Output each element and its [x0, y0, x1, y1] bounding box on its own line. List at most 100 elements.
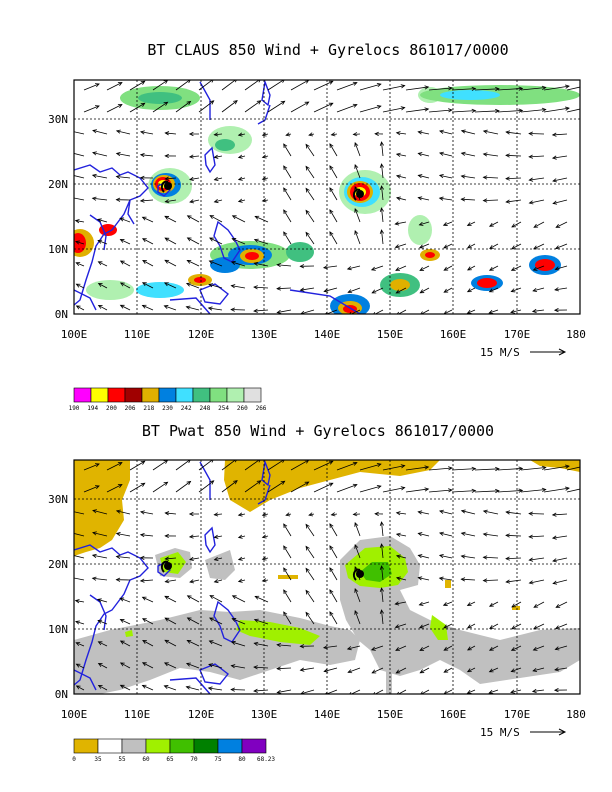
wind-vector-head: [466, 689, 472, 694]
wind-vector: [461, 152, 476, 157]
wind-vector: [381, 208, 384, 223]
wind-vector: [83, 83, 100, 91]
wind-vector: [382, 85, 405, 91]
wind-vector: [419, 623, 430, 629]
wind-vector-head: [213, 132, 219, 137]
wind-vector-head: [439, 129, 444, 134]
wind-vector-head: [518, 488, 524, 493]
wind-vector-head: [141, 238, 147, 243]
wind-vector-head: [117, 104, 123, 108]
wind-vector: [329, 611, 338, 625]
wind-vector-head: [186, 617, 192, 622]
wind-vector-head: [588, 463, 592, 466]
wind-vector: [92, 510, 108, 515]
wind-vector: [552, 513, 568, 516]
wind-vector-head: [141, 282, 147, 287]
x-tick: 170E: [504, 328, 531, 341]
wind-vector: [467, 623, 476, 629]
wind-vector-head: [395, 196, 401, 201]
wind-vector-head: [115, 532, 121, 537]
wind-vector-head: [349, 691, 352, 694]
wind-vector: [439, 152, 453, 157]
wind-vector-head: [395, 152, 401, 157]
wind-vector: [529, 579, 545, 584]
wind-vector-head: [379, 565, 384, 570]
wind-vector: [140, 131, 154, 135]
wind-vector: [142, 216, 154, 223]
colorbar-label: 218: [143, 405, 154, 412]
wind-vector-head: [94, 83, 100, 88]
wind-vector-head: [417, 130, 423, 135]
wind-vector-head: [304, 481, 310, 486]
wind-vector: [116, 533, 131, 537]
wind-vector-head: [253, 665, 258, 670]
wind-vector-head: [488, 646, 494, 651]
wind-vector: [164, 237, 177, 245]
wind-vector: [214, 535, 223, 538]
wind-vector-head: [96, 598, 102, 603]
wind-vector: [74, 555, 85, 559]
wind-vector: [232, 595, 246, 603]
wind-vector-head: [352, 132, 358, 137]
wind-vector: [329, 231, 338, 245]
panel1-scale-vector: 15 M/S: [480, 346, 567, 359]
wind-vector: [329, 143, 338, 157]
wind-vector-head: [164, 153, 169, 159]
wind-vector: [418, 577, 430, 581]
wind-vector-head: [70, 532, 74, 535]
wind-vector: [506, 199, 522, 203]
wind-vector: [92, 152, 108, 157]
colorbar-swatch: [217, 738, 243, 754]
wind-vector: [497, 468, 523, 471]
wind-vector-head: [379, 207, 384, 212]
wind-vector: [238, 199, 246, 202]
wind-vector-head: [323, 288, 329, 293]
wind-vector-head: [299, 667, 305, 672]
wind-vector: [120, 304, 131, 311]
wind-vector: [164, 639, 177, 647]
wind-vector: [175, 481, 191, 493]
wind-vector-head: [488, 309, 494, 314]
wind-vector-head: [163, 282, 169, 287]
wind-vector: [165, 132, 177, 135]
wind-vector: [529, 513, 545, 515]
wind-vector: [506, 177, 522, 180]
wind-vector: [209, 237, 223, 245]
wind-vector: [553, 199, 568, 204]
wind-vector: [474, 110, 499, 113]
colorbar-swatch: [226, 387, 245, 403]
wind-vector: [419, 265, 430, 271]
wind-vector: [209, 640, 223, 647]
wind-vector-head: [347, 289, 353, 294]
wind-vector: [543, 107, 570, 113]
wind-vector: [555, 623, 568, 629]
x-tick: 100E: [61, 708, 88, 721]
wind-vector-head: [208, 283, 213, 288]
wind-vector-head: [253, 238, 259, 243]
wind-vector: [76, 262, 85, 267]
wind-vector-head: [448, 466, 453, 471]
wind-vector-head: [163, 685, 169, 689]
wind-vector: [443, 601, 453, 606]
wind-vector-head: [376, 83, 382, 88]
wind-vector-head: [551, 512, 557, 517]
wind-vector: [238, 155, 246, 158]
wind-vector-head: [164, 579, 170, 584]
wind-vector: [98, 283, 108, 289]
wind-vector: [74, 577, 85, 581]
wind-vector: [92, 554, 108, 559]
wind-vector-head: [117, 484, 123, 488]
wind-vector: [329, 209, 338, 223]
wind-vector-head: [164, 237, 170, 242]
wind-vector-head: [588, 485, 592, 488]
wind-vector: [165, 579, 177, 583]
wind-vector: [208, 687, 223, 691]
wind-vector: [382, 487, 405, 493]
wind-vector-head: [565, 106, 570, 111]
wind-vector-head: [554, 287, 559, 292]
wind-vector-head: [69, 510, 73, 513]
wind-vector-head: [354, 230, 359, 235]
wind-vector: [254, 262, 269, 267]
wind-vector-head: [323, 668, 329, 673]
wind-vector: [439, 510, 453, 515]
